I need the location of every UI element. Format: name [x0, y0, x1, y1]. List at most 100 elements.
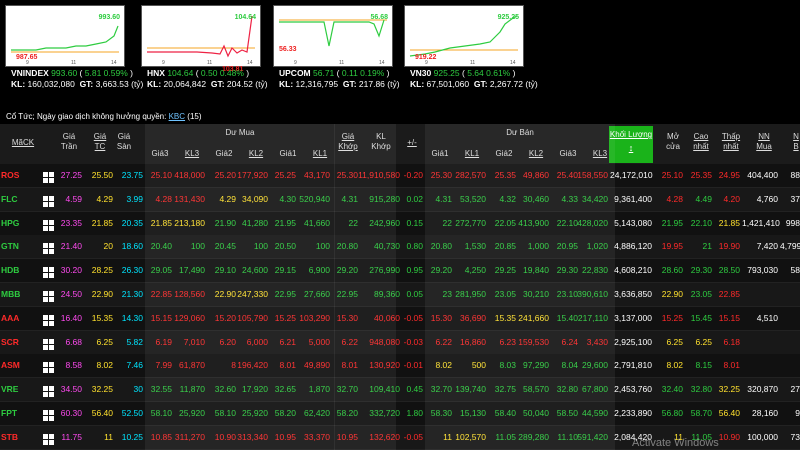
- grid-icon[interactable]: [43, 170, 54, 183]
- table-row[interactable]: ROS 27.25 25.50 23.75 25.10 418,000 25.20 177,9…: [0, 164, 800, 188]
- cell-col-20: 4.49: [695, 193, 712, 204]
- axis-tick: 11: [207, 60, 212, 66]
- symbol-cell[interactable]: GTN: [1, 241, 19, 252]
- symbol-cell[interactable]: FLC: [1, 193, 18, 204]
- cell-col-23: 9: [795, 408, 800, 418]
- axis-tick: 9: [162, 60, 165, 66]
- cell-col-16: 25.40: [556, 170, 578, 180]
- cell-col-21: 4.20: [723, 193, 740, 204]
- cell-col-13: 281,950: [455, 289, 486, 299]
- header-low[interactable]: Thấp nhất: [721, 132, 741, 151]
- header-sell-4[interactable]: KL2: [528, 149, 544, 158]
- header-sell-2[interactable]: KL1: [464, 149, 480, 158]
- grid-icon[interactable]: [43, 289, 54, 302]
- volume-sort-header[interactable]: Khối Lượng ↕: [609, 126, 653, 163]
- header-nn-buy[interactable]: NN Mua: [756, 132, 772, 151]
- symbol-cell[interactable]: ASM: [1, 360, 20, 371]
- table-row[interactable]: FPT 60.30 56.40 52.50 58.10 25,920 58.10 25,920…: [0, 402, 800, 426]
- header-symbol[interactable]: MãCK: [11, 138, 35, 147]
- mini-chart-hnx[interactable]: 9 11 14 104.64 103.81: [141, 5, 261, 73]
- note-link-kbc[interactable]: KBC: [168, 112, 186, 121]
- grid-icon[interactable]: [43, 432, 54, 445]
- cell-col-11: 0.15: [406, 217, 423, 228]
- symbol-cell[interactable]: SCR: [1, 336, 19, 347]
- cell-col-4: 213,180: [174, 217, 205, 228]
- grid-icon[interactable]: [43, 265, 54, 279]
- grid-icon[interactable]: [43, 408, 54, 421]
- cell-col-12: 11: [443, 431, 452, 442]
- symbol-cell[interactable]: ROS: [1, 170, 20, 180]
- cell-col-17: 217,110: [577, 312, 608, 323]
- table-row[interactable]: AAA 16.40 15.35 14.30 15.15 129,060 15.20 105,7…: [0, 306, 800, 331]
- table-row[interactable]: HPG 23.35 21.85 20.35 21.85 213,180 21.90 41,28…: [0, 211, 800, 236]
- cell-col-5: 4.29: [219, 193, 236, 204]
- cell-col-14: 22.05: [494, 217, 516, 228]
- symbol-cell[interactable]: HPG: [1, 217, 20, 228]
- cell-col-6: 41,280: [242, 217, 268, 228]
- cell-col-15: 413,900: [518, 217, 549, 228]
- grid-icon[interactable]: [43, 218, 54, 231]
- cell-col-22: 7,420: [756, 241, 778, 252]
- header-change[interactable]: +/-: [407, 138, 417, 147]
- mini-chart-upcom[interactable]: 9 11 14 56.68 56.33: [273, 5, 393, 67]
- cell-col-20: 29.30: [690, 265, 712, 276]
- cell-col-18: 3,137,000: [614, 312, 652, 323]
- grid-icon[interactable]: [43, 384, 54, 398]
- cell-col-19: 21.95: [661, 217, 683, 228]
- cell-col-1: 28.25: [91, 265, 113, 276]
- grid-icon[interactable]: [43, 360, 54, 374]
- mini-chart-vn30[interactable]: 9 11 14 925.25 919.22: [404, 5, 524, 67]
- symbol-cell[interactable]: MBB: [1, 289, 21, 299]
- grid-icon[interactable]: [43, 194, 54, 207]
- cell-col-22: 100,000: [747, 431, 778, 442]
- index-value-traded: 2,267.72: [489, 79, 523, 89]
- symbol-cell[interactable]: FPT: [1, 408, 18, 418]
- cell-col-13: 4,250: [464, 265, 486, 276]
- table-row[interactable]: MBB 24.50 22.90 21.30 22.85 128,560 22.90 247,3…: [0, 283, 800, 307]
- cell-col-7: 29.15: [274, 265, 296, 276]
- cell-col-0: 34.50: [60, 384, 82, 395]
- grid-icon[interactable]: [43, 313, 54, 326]
- index-volume: 67,501,060: [426, 79, 470, 89]
- cell-col-18: 2,233,890: [614, 408, 652, 418]
- cell-col-21: 32.25: [718, 384, 740, 395]
- table-row[interactable]: FLC 4.59 4.29 3.99 4.28 131,430 4.29 34,090 4.30…: [0, 187, 800, 212]
- header-match-price[interactable]: Giá Khớp: [338, 132, 358, 151]
- index-name: HNX: [147, 68, 165, 78]
- header-buy-2[interactable]: KL3: [184, 149, 200, 158]
- table-row[interactable]: SCR 6.68 6.25 5.82 6.19 7,010 6.20 6,000 6.21 5,0…: [0, 330, 800, 355]
- index-pct: 0.59%: [103, 68, 128, 78]
- header-ref[interactable]: Giá TC: [93, 132, 107, 151]
- table-row[interactable]: GTN 21.40 20 18.60 20.40 100 20.45 100 20.50 100 2…: [0, 235, 800, 260]
- cell-col-3: 21.85: [150, 217, 172, 228]
- header-sell-6[interactable]: KL3: [592, 149, 608, 158]
- symbol-cell[interactable]: STB: [1, 431, 18, 442]
- symbol-cell[interactable]: AAA: [1, 312, 20, 323]
- cell-col-1: 56.40: [91, 408, 113, 418]
- cell-col-7: 10.95: [274, 431, 296, 442]
- table-row[interactable]: STB 11.75 11 10.25 10.85 311,270 10.90 313,340 1…: [0, 425, 800, 450]
- cell-col-23: 27: [790, 384, 800, 395]
- header-high[interactable]: Cao nhất: [693, 132, 709, 151]
- symbol-cell[interactable]: VRE: [1, 384, 19, 395]
- cell-col-5: 25.20: [214, 170, 236, 180]
- cell-col-20: 15.45: [690, 312, 712, 323]
- cell-col-21: 19.90: [718, 241, 740, 252]
- header-buy-6[interactable]: KL1: [312, 149, 328, 158]
- top-label: 993.60: [98, 14, 120, 21]
- grid-icon[interactable]: [43, 241, 54, 255]
- cell-col-0: 23.35: [60, 217, 82, 228]
- cell-col-0: 6.68: [65, 336, 82, 347]
- mini-chart-vnindex[interactable]: 9 11 14 993.60 987.65: [5, 5, 125, 67]
- table-row[interactable]: VRE 34.50 32.25 30 32.55 11,870 32.60 17,920 32.…: [0, 378, 800, 403]
- table-row[interactable]: ASM 8.58 8.02 7.46 7.99 61,870 8 196,420 8.01 49,…: [0, 354, 800, 379]
- cell-col-0: 16.40: [60, 312, 82, 323]
- symbol-cell[interactable]: HDB: [1, 265, 20, 276]
- index-value: 993.60: [51, 68, 78, 78]
- cell-col-6: 196,420: [237, 360, 268, 371]
- grid-icon[interactable]: [43, 337, 54, 350]
- table-row[interactable]: HDB 30.20 28.25 26.30 29.05 17,490 29.10 24,600…: [0, 259, 800, 284]
- header-buy-4[interactable]: KL2: [248, 149, 264, 158]
- cell-col-21: 15.15: [718, 312, 740, 323]
